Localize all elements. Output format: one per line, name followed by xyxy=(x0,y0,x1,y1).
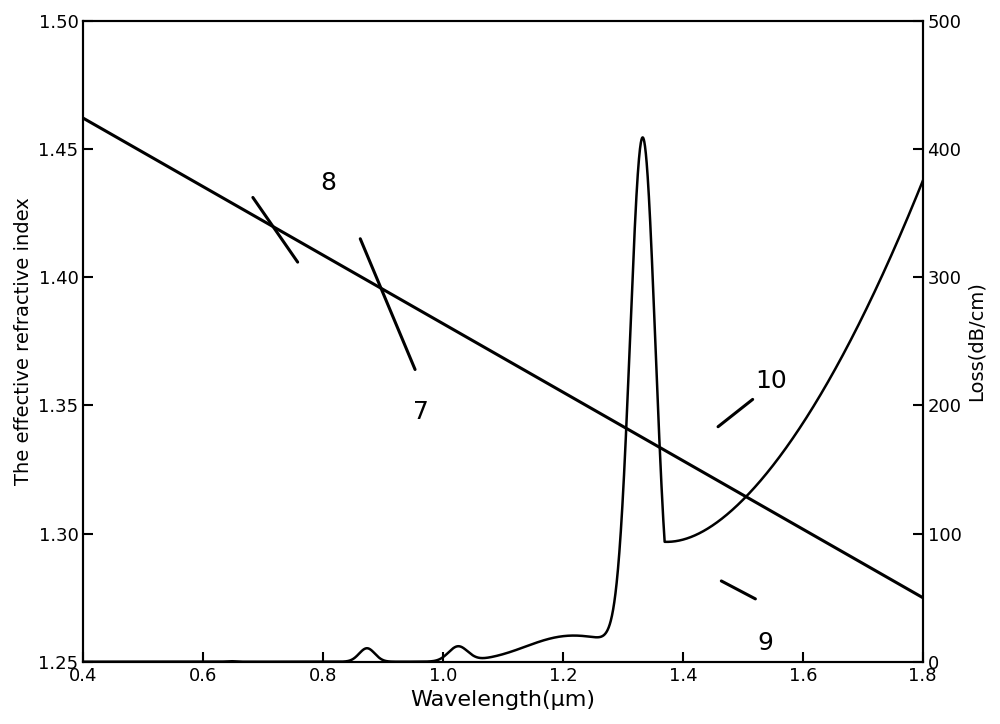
X-axis label: Wavelength(μm): Wavelength(μm) xyxy=(411,690,596,710)
Y-axis label: The effective refractive index: The effective refractive index xyxy=(14,198,33,485)
Text: 7: 7 xyxy=(413,400,429,424)
Y-axis label: Loss(dB/cm): Loss(dB/cm) xyxy=(967,282,986,401)
Text: 9: 9 xyxy=(758,631,774,655)
Text: 8: 8 xyxy=(320,171,336,195)
Text: 10: 10 xyxy=(755,369,787,392)
